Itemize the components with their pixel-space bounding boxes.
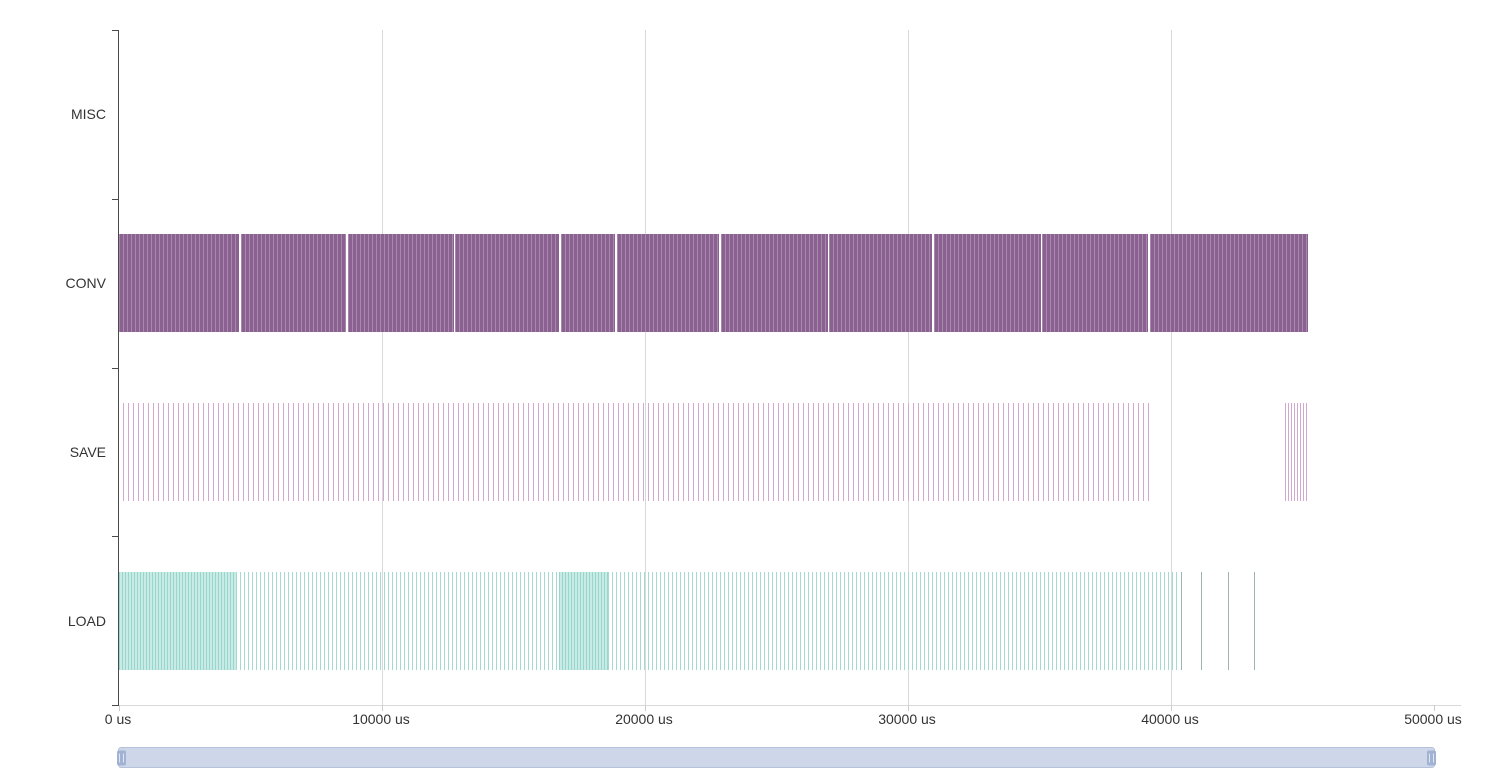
x-axis-tick	[119, 705, 120, 711]
x-axis-tick	[908, 705, 909, 711]
gridline	[908, 30, 909, 705]
y-category-label: MISC	[71, 106, 106, 123]
trace-segment[interactable]	[119, 571, 237, 670]
trace-segment[interactable]	[1180, 571, 1183, 670]
trace-segment[interactable]	[1285, 402, 1310, 501]
x-axis-labels: 0 us 10000 us 20000 us 30000 us 40000 us 5000…	[0, 711, 1497, 731]
trace-segment[interactable]	[934, 234, 1041, 333]
x-tick-label: 40000 us	[1141, 711, 1199, 727]
trace-segment[interactable]	[348, 234, 454, 333]
trace-segment[interactable]	[558, 571, 608, 670]
timeline-row-save	[119, 402, 1461, 501]
x-tick-label: 30000 us	[878, 711, 936, 727]
y-axis-tick	[112, 198, 119, 200]
timeline-row-conv	[119, 234, 1461, 333]
y-category-label: LOAD	[67, 612, 106, 629]
trace-segment[interactable]	[607, 571, 1179, 670]
y-axis-tick	[112, 30, 119, 31]
trace-segment[interactable]	[721, 234, 828, 333]
trace-segment[interactable]	[1200, 571, 1202, 670]
trace-segment[interactable]	[236, 571, 559, 670]
gridline	[1171, 30, 1172, 705]
x-axis-tick	[1434, 705, 1435, 711]
scrollbar-handle-left[interactable]	[117, 750, 126, 765]
x-axis-tick	[382, 705, 383, 711]
trace-segment[interactable]	[1150, 234, 1308, 333]
timeline-row-misc	[119, 65, 1461, 163]
x-tick-label: 10000 us	[352, 711, 410, 727]
x-axis-tick	[1171, 705, 1172, 711]
y-category-label: SAVE	[69, 443, 106, 460]
y-category-label: CONV	[65, 275, 106, 292]
gridline	[382, 30, 383, 705]
y-axis-tick	[112, 536, 119, 538]
trace-segment[interactable]	[616, 234, 720, 333]
trace-segment[interactable]	[829, 234, 933, 333]
x-tick-label: 20000 us	[615, 711, 673, 727]
x-axis-tick	[645, 705, 646, 711]
trace-segment[interactable]	[1253, 571, 1255, 670]
zoom-scrollbar[interactable]	[117, 747, 1436, 768]
trace-segment[interactable]	[240, 234, 347, 333]
trace-segment[interactable]	[122, 402, 1149, 501]
y-axis-tick	[112, 705, 119, 706]
trace-segment[interactable]	[119, 234, 239, 333]
x-tick-label: 0 us	[104, 711, 132, 727]
trace-segment[interactable]	[455, 234, 559, 333]
y-axis-tick	[112, 367, 119, 369]
trace-segment[interactable]	[560, 234, 615, 333]
gridline	[645, 30, 646, 705]
timeline-row-load	[119, 571, 1461, 670]
trace-segment[interactable]	[1227, 571, 1229, 670]
scrollbar-handle-right[interactable]	[1427, 750, 1436, 765]
plot-area[interactable]	[112, 30, 1461, 711]
x-tick-label: 50000 us	[1404, 711, 1462, 727]
trace-segment[interactable]	[1042, 234, 1149, 333]
y-axis-labels: MISC CONV SAVE LOAD	[0, 0, 106, 705]
